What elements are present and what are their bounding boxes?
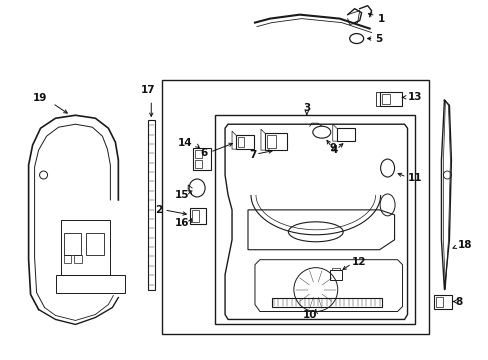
Bar <box>266 135 275 148</box>
Bar <box>86 233 104 255</box>
Bar <box>238 137 244 147</box>
Bar <box>195 150 202 158</box>
Text: 6: 6 <box>200 148 207 158</box>
Bar <box>162 80 428 334</box>
Bar <box>74 255 82 263</box>
Bar <box>381 94 389 104</box>
Text: 3: 3 <box>303 103 310 113</box>
Text: 2: 2 <box>155 205 162 215</box>
Text: 13: 13 <box>407 92 421 102</box>
Text: 17: 17 <box>141 85 155 95</box>
Bar <box>329 270 341 280</box>
Bar <box>61 220 110 275</box>
Polygon shape <box>441 100 450 289</box>
Bar <box>193 148 211 170</box>
Text: 7: 7 <box>249 150 256 160</box>
Text: 12: 12 <box>351 257 366 267</box>
Text: 1: 1 <box>377 14 384 24</box>
Bar <box>192 210 199 222</box>
Text: 15: 15 <box>175 190 189 200</box>
Bar <box>236 135 253 149</box>
Text: 18: 18 <box>456 240 471 250</box>
Bar <box>190 208 205 224</box>
Bar <box>433 294 451 309</box>
Text: 5: 5 <box>375 33 382 44</box>
Bar <box>63 233 81 255</box>
Text: 9: 9 <box>329 143 336 153</box>
Text: 16: 16 <box>175 218 189 228</box>
Text: 19: 19 <box>33 93 47 103</box>
Text: 14: 14 <box>178 138 192 148</box>
Bar <box>271 298 381 306</box>
Bar <box>336 128 354 141</box>
Bar <box>195 160 202 168</box>
Bar <box>63 255 71 263</box>
Text: 11: 11 <box>407 173 421 183</box>
Bar <box>436 297 443 306</box>
Text: 10: 10 <box>302 310 316 320</box>
Bar <box>56 275 125 293</box>
Bar <box>215 115 414 324</box>
Bar <box>379 92 401 106</box>
Bar <box>264 133 286 150</box>
Text: 8: 8 <box>454 297 462 306</box>
Text: 4: 4 <box>329 145 337 155</box>
